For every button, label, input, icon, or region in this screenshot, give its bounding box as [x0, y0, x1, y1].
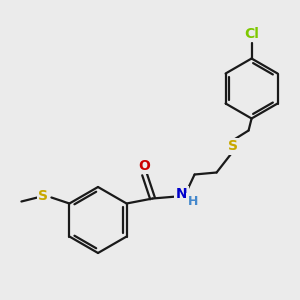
Text: N: N [176, 188, 188, 202]
Text: H: H [188, 195, 198, 208]
Text: Cl: Cl [244, 26, 259, 40]
Text: O: O [139, 158, 151, 172]
Text: S: S [228, 140, 238, 154]
Text: S: S [38, 188, 48, 203]
